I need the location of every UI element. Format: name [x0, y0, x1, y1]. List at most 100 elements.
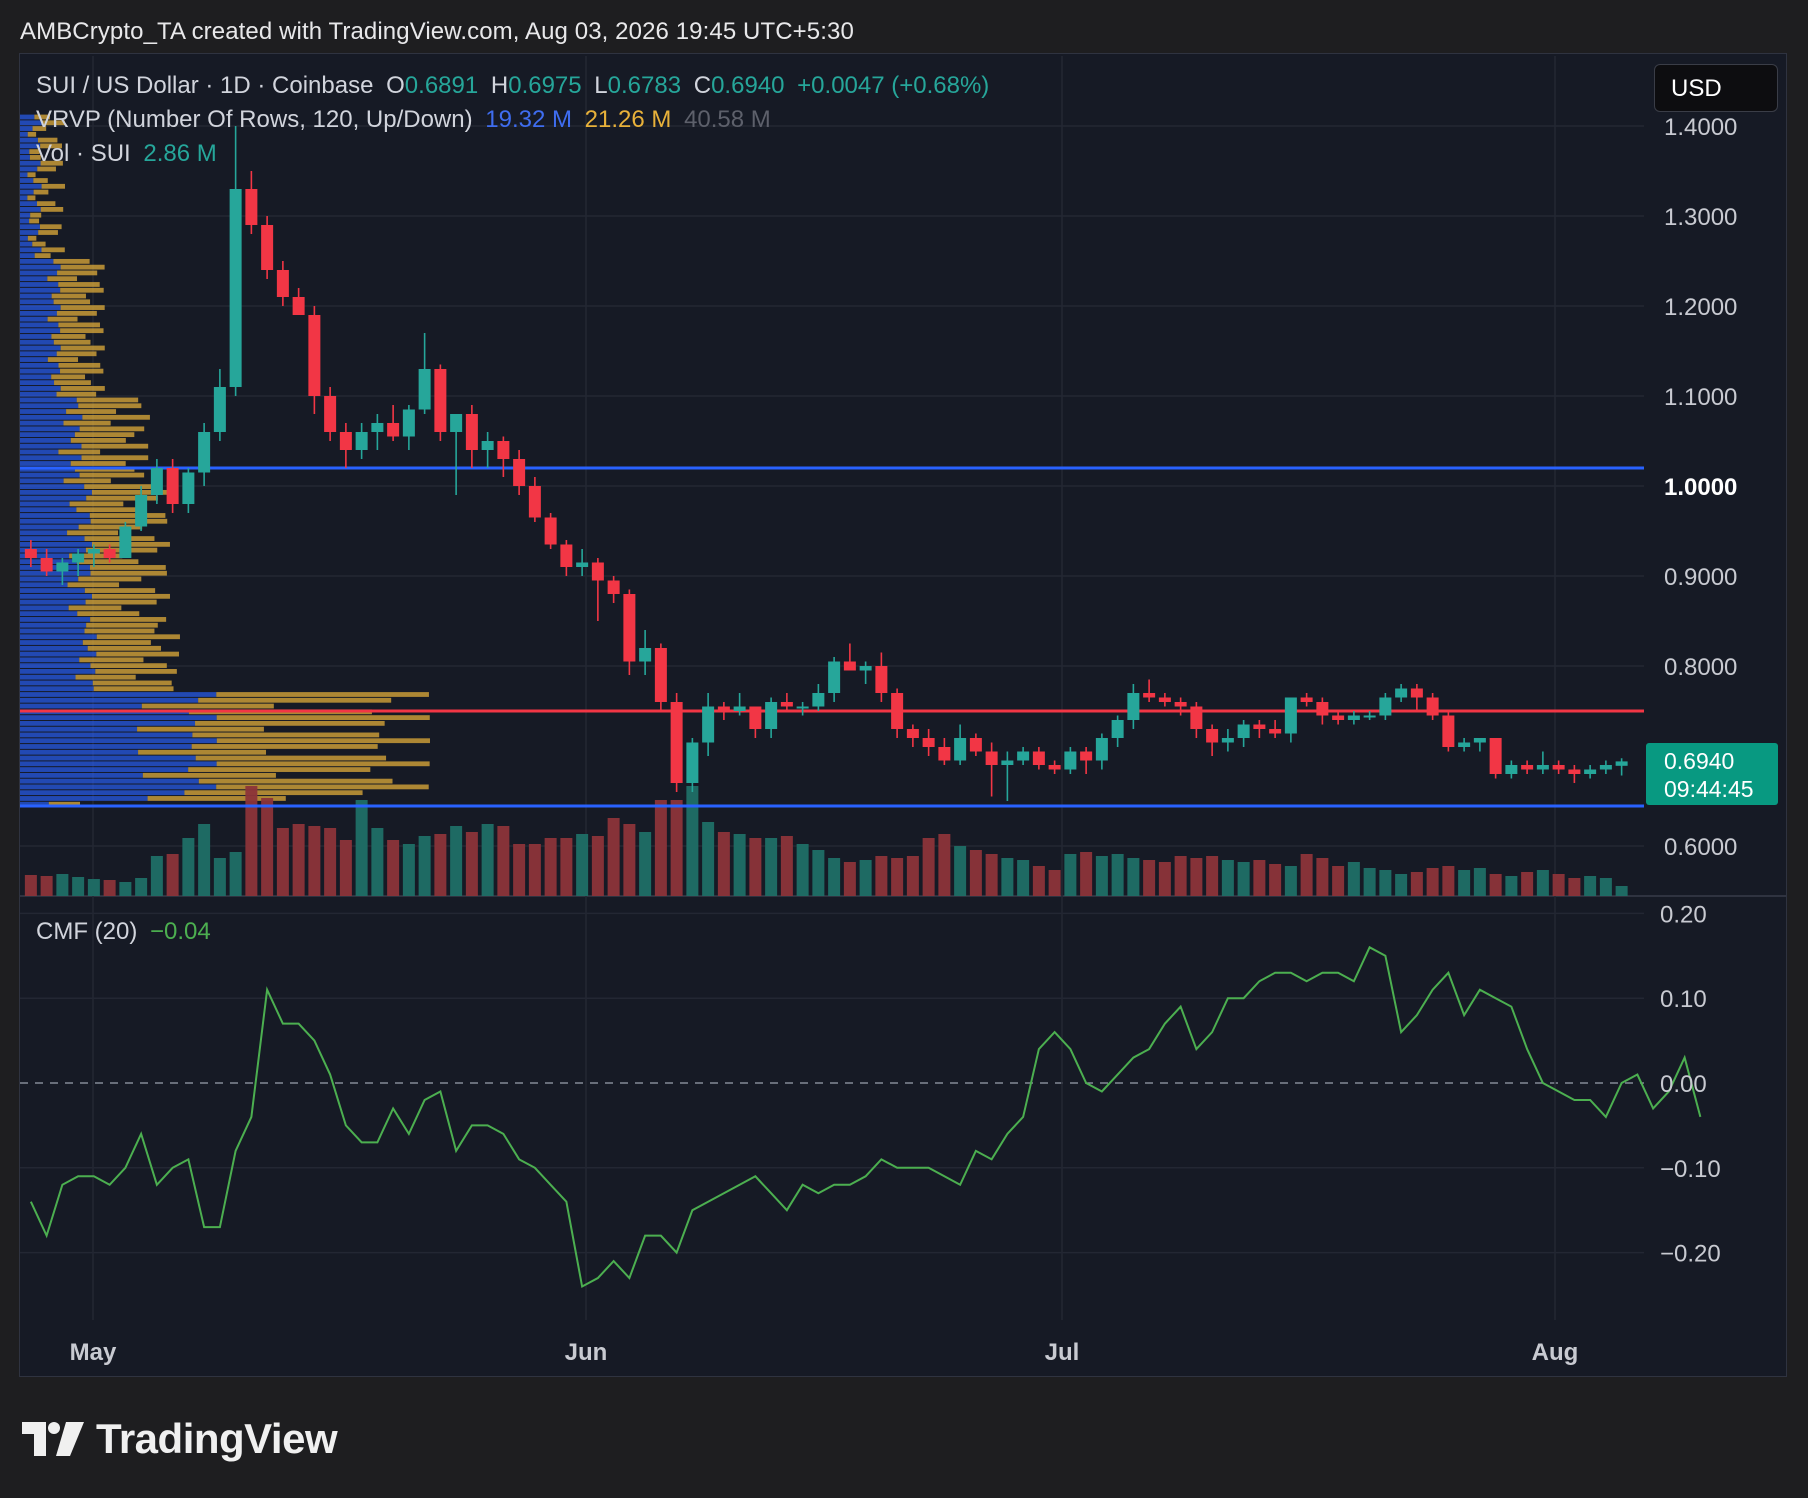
price-tick-label: 1.1000	[1664, 384, 1737, 411]
tradingview-logo[interactable]: TradingView	[22, 1415, 338, 1463]
candle-up	[418, 369, 431, 410]
vrvp-up-row	[20, 270, 58, 276]
vrvp-down-row	[37, 137, 58, 143]
candle-down	[1206, 729, 1219, 743]
vrvp-down-row	[147, 796, 286, 801]
candle-down	[1300, 697, 1313, 702]
cmf-tick-label: 0.10	[1660, 986, 1707, 1013]
volume-bar	[528, 844, 541, 896]
volume-bar	[1206, 856, 1219, 896]
candle-up	[1347, 715, 1360, 720]
vrvp-up-row	[20, 172, 28, 178]
volume-bar	[1442, 866, 1455, 896]
volume-bar	[843, 862, 856, 896]
volume-bar	[906, 856, 919, 896]
currency-button[interactable]: USD	[1654, 64, 1778, 112]
volume-bar	[418, 836, 431, 896]
candle-down	[261, 225, 274, 270]
candle-down	[339, 432, 352, 450]
candle-up	[402, 409, 415, 437]
vrvp-down-row	[82, 640, 151, 645]
candle-up	[1458, 742, 1471, 747]
candle-up	[355, 432, 368, 450]
candle-up	[812, 693, 825, 707]
cmf-tick-label: 0.20	[1660, 901, 1707, 928]
volume-bar	[1395, 874, 1408, 896]
volume-bar	[1615, 886, 1628, 896]
candle-down	[843, 661, 856, 671]
vrvp-down-row	[188, 767, 371, 772]
vrvp-down-row	[138, 749, 267, 755]
candle-down	[938, 747, 951, 761]
vrvp-up-row	[20, 126, 33, 131]
low-value: 0.6783	[607, 72, 682, 99]
vrvp-down-row	[69, 553, 123, 559]
vrvp-up-row	[20, 570, 91, 576]
vrvp-down-row	[184, 790, 363, 796]
vrvp-up-row	[20, 640, 83, 645]
vrvp-down-row	[60, 305, 105, 310]
volume-bar	[1584, 876, 1597, 896]
vrvp-up-row	[20, 715, 217, 720]
grid-lines	[20, 56, 1786, 1320]
candle-down	[1048, 765, 1061, 770]
candle-up	[1237, 724, 1250, 738]
vrvp-up-row	[20, 669, 96, 674]
vrvp-down-row	[70, 438, 126, 443]
vrvp-up-row	[20, 599, 86, 605]
last-price-tag: 0.6940 09:44:45	[1646, 743, 1778, 805]
vrvp-down-row	[41, 183, 65, 189]
vrvp-up-row	[20, 207, 41, 212]
volume-bar	[607, 818, 620, 896]
volume-bar	[1568, 878, 1581, 896]
vrvp-up-row	[20, 530, 68, 536]
vrvp-down-row	[60, 386, 105, 391]
candle-up	[119, 526, 132, 558]
vrvp-up-row	[20, 310, 57, 316]
vrvp-down-row	[81, 443, 149, 449]
vrvp-up-row	[20, 790, 185, 796]
vrvp-up-row	[20, 680, 93, 686]
vrvp-up-row	[20, 276, 48, 282]
volume-bar	[1048, 870, 1061, 896]
candle-down	[40, 558, 53, 572]
vrvp-down-row	[74, 432, 135, 438]
candle-down	[891, 693, 904, 729]
vrvp-down-value: 21.26 M	[584, 106, 672, 133]
volume-bar	[324, 828, 337, 896]
vrvp-down-row	[216, 715, 430, 720]
vrvp-up-row	[20, 287, 61, 293]
volume-bar	[308, 826, 321, 896]
vrvp-down-row	[27, 235, 37, 241]
cmf-value: −0.04	[150, 918, 211, 945]
vrvp-up-row	[20, 357, 48, 362]
vrvp-down-row	[195, 755, 387, 761]
vrvp-up-row	[20, 143, 41, 149]
vrvp-up-row	[20, 414, 83, 420]
volume-bar	[245, 786, 258, 896]
volume-bar	[733, 834, 746, 896]
axes-labels: 1.4000 1.3000 1.2000 1.1000 1.0000 0.9000 0.80…	[70, 114, 1738, 1366]
vrvp-up-row	[20, 720, 196, 726]
vrvp-down-row	[33, 189, 49, 195]
vrvp-up-row	[20, 541, 92, 547]
symbol-name[interactable]: SUI / US Dollar · 1D · Coinbase	[36, 72, 374, 99]
vrvp-up-row	[20, 686, 94, 692]
vrvp-down-row	[29, 155, 41, 160]
candle-up	[1284, 697, 1297, 734]
vrvp-label[interactable]: VRVP (Number Of Rows, 120, Up/Down)	[36, 106, 473, 133]
volume-label[interactable]: Vol · SUI	[36, 140, 131, 167]
volume-bar	[1458, 870, 1471, 896]
volume-bar	[796, 844, 809, 896]
cmf-label[interactable]: CMF (20)	[36, 918, 138, 945]
volume-bar	[1221, 860, 1234, 896]
volume-legend: Vol · SUI 2.86 M	[36, 140, 223, 168]
volume-bar	[544, 838, 557, 896]
vrvp-down-row	[216, 784, 429, 790]
vrvp-up-row	[20, 166, 38, 172]
volume-bar	[355, 800, 368, 896]
candle-down	[528, 486, 541, 518]
candle-up	[686, 742, 699, 783]
vrvp-up-row	[20, 744, 192, 749]
